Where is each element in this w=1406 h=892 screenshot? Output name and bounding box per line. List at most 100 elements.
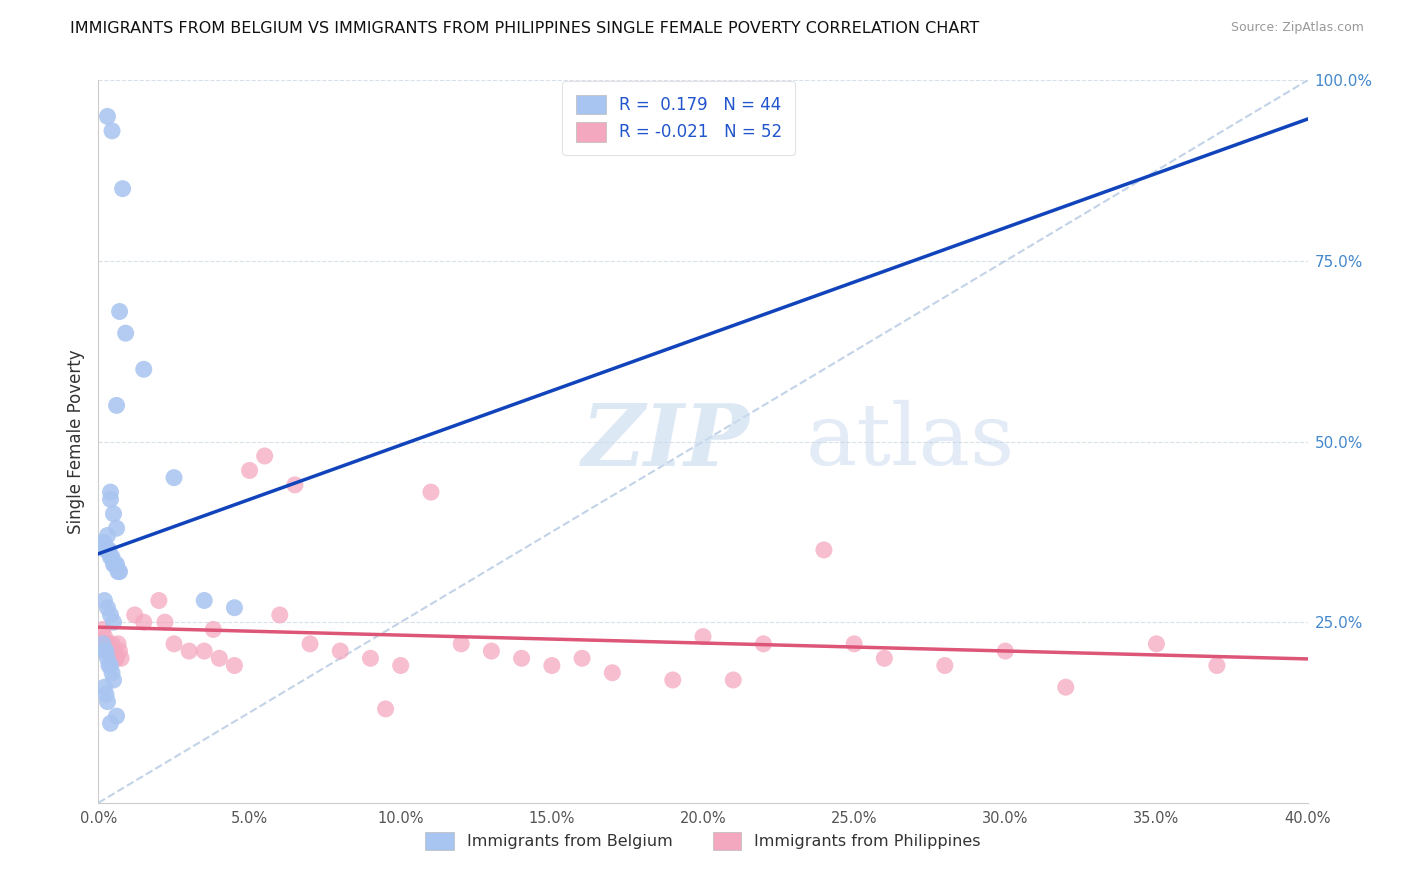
Point [450,637,472,651]
Point [107,637,129,651]
Point [481,644,503,658]
Point [103,558,125,572]
Point [93,630,115,644]
Point [100,607,122,622]
Point [94,687,117,701]
Point [571,651,593,665]
Point [93,535,115,549]
Point [105,709,128,723]
Point [105,651,128,665]
Point [100,716,122,731]
Point [96,644,118,658]
Point [103,673,125,687]
Text: ZIP: ZIP [582,400,749,483]
Point [510,651,533,665]
Point [110,651,132,665]
Point [100,644,122,658]
Point [1146,637,1168,651]
Point [163,471,186,485]
Point [163,637,186,651]
Text: Source: ZipAtlas.com: Source: ZipAtlas.com [1230,21,1364,35]
Point [284,478,307,492]
Point [208,651,231,665]
Point [374,702,396,716]
Point [107,565,129,579]
Point [224,658,246,673]
Point [105,521,128,535]
Point [94,542,117,557]
Point [108,304,131,318]
Y-axis label: Single Female Poverty: Single Female Poverty [66,350,84,533]
Point [105,558,128,572]
Point [239,463,262,477]
Point [132,615,155,630]
Point [108,565,131,579]
Point [96,695,118,709]
Point [101,637,124,651]
Point [103,615,125,630]
Point [105,398,128,412]
Point [91,623,114,637]
Point [94,637,117,651]
Point [104,651,127,665]
Point [540,658,562,673]
Text: atlas: atlas [806,400,1015,483]
Point [420,485,443,500]
Point [692,630,714,644]
Point [269,607,291,622]
Point [873,651,896,665]
Point [96,109,118,123]
Point [813,542,835,557]
Point [224,600,246,615]
Point [153,615,176,630]
Point [100,550,122,565]
Point [299,637,322,651]
Point [1206,658,1229,673]
Point [100,485,122,500]
Legend: Immigrants from Belgium, Immigrants from Philippines: Immigrants from Belgium, Immigrants from… [416,822,990,860]
Point [844,637,866,651]
Point [202,623,225,637]
Point [994,644,1017,658]
Point [193,593,215,607]
Point [90,637,112,651]
Point [193,644,215,658]
Point [94,644,117,658]
Point [103,507,125,521]
Point [103,644,125,658]
Point [111,182,134,196]
Point [752,637,775,651]
Point [101,124,124,138]
Point [93,593,115,607]
Point [148,593,170,607]
Point [96,542,118,557]
Point [179,644,201,658]
Point [93,680,115,694]
Point [96,651,118,665]
Point [360,651,382,665]
Point [101,665,124,680]
Point [98,658,121,673]
Point [96,528,118,542]
Point [104,558,127,572]
Point [723,673,745,687]
Point [389,658,412,673]
Point [100,492,122,507]
Point [101,550,124,565]
Point [132,362,155,376]
Point [602,665,624,680]
Point [329,644,352,658]
Point [114,326,136,341]
Point [124,607,146,622]
Point [661,673,683,687]
Point [98,542,121,557]
Point [100,658,122,673]
Text: IMMIGRANTS FROM BELGIUM VS IMMIGRANTS FROM PHILIPPINES SINGLE FEMALE POVERTY COR: IMMIGRANTS FROM BELGIUM VS IMMIGRANTS FR… [70,21,980,37]
Point [934,658,956,673]
Point [96,600,118,615]
Point [98,637,121,651]
Point [108,644,131,658]
Point [93,644,115,658]
Point [1054,680,1077,694]
Point [253,449,276,463]
